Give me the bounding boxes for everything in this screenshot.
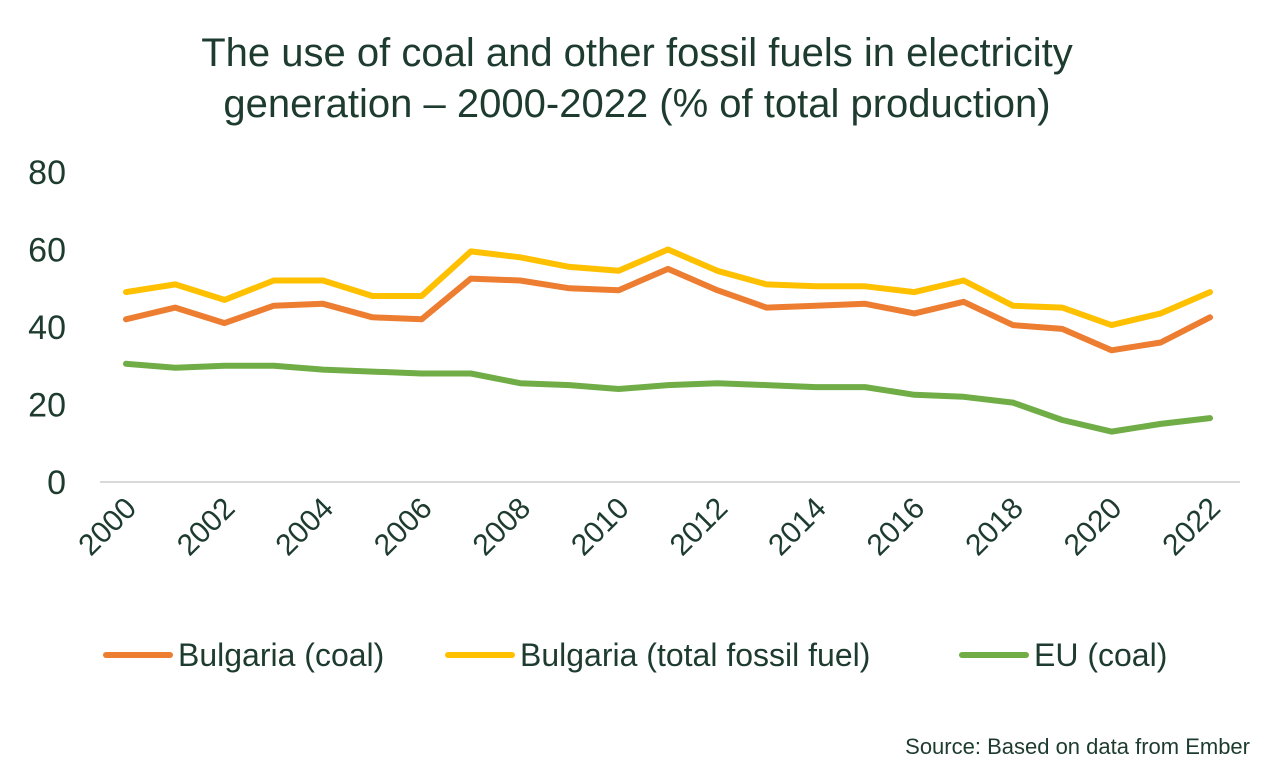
x-tick-label: 2016: [861, 492, 932, 563]
x-tick-label: 2008: [467, 492, 538, 563]
y-axis-tick-labels: 0 20 40 60 80: [28, 154, 66, 502]
source-note: Source: Based on data from Ember: [905, 734, 1250, 759]
x-tick-label: 2020: [1058, 492, 1129, 563]
chart-title-line-1: The use of coal and other fossil fuels i…: [201, 31, 1073, 75]
y-tick-label: 80: [28, 154, 66, 192]
y-tick-label: 20: [28, 387, 66, 425]
series-lines: [123, 246, 1213, 435]
x-tick-label: 2002: [171, 492, 242, 563]
y-tick-label: 40: [28, 309, 66, 347]
legend-label-2: EU (coal): [1034, 637, 1167, 673]
series-line-2: [123, 360, 1213, 435]
x-tick-label: 2018: [959, 492, 1030, 563]
series-line-0: [123, 265, 1213, 354]
legend: Bulgaria (coal) Bulgaria (total fossil fu…: [103, 637, 1167, 673]
y-tick-label: 60: [28, 232, 66, 270]
chart-title-line-2: generation – 2000-2022 (% of total produ…: [223, 82, 1050, 126]
y-tick-label: 0: [47, 464, 66, 502]
x-tick-label: 2014: [762, 492, 833, 563]
x-axis-tick-labels: 2000 2002 2004 2006 2008 2010 2012 2014 2016 2018…: [72, 492, 1227, 563]
legend-label-0: Bulgaria (coal): [178, 637, 384, 673]
x-tick-label: 2022: [1156, 492, 1227, 563]
x-tick-label: 2004: [270, 492, 341, 563]
legend-label-1: Bulgaria (total fossil fuel): [520, 637, 870, 673]
x-tick-label: 2000: [72, 492, 143, 563]
x-tick-label: 2012: [664, 492, 735, 563]
x-tick-label: 2006: [368, 492, 439, 563]
series-line-1: [123, 246, 1213, 329]
x-tick-label: 2010: [565, 492, 636, 563]
